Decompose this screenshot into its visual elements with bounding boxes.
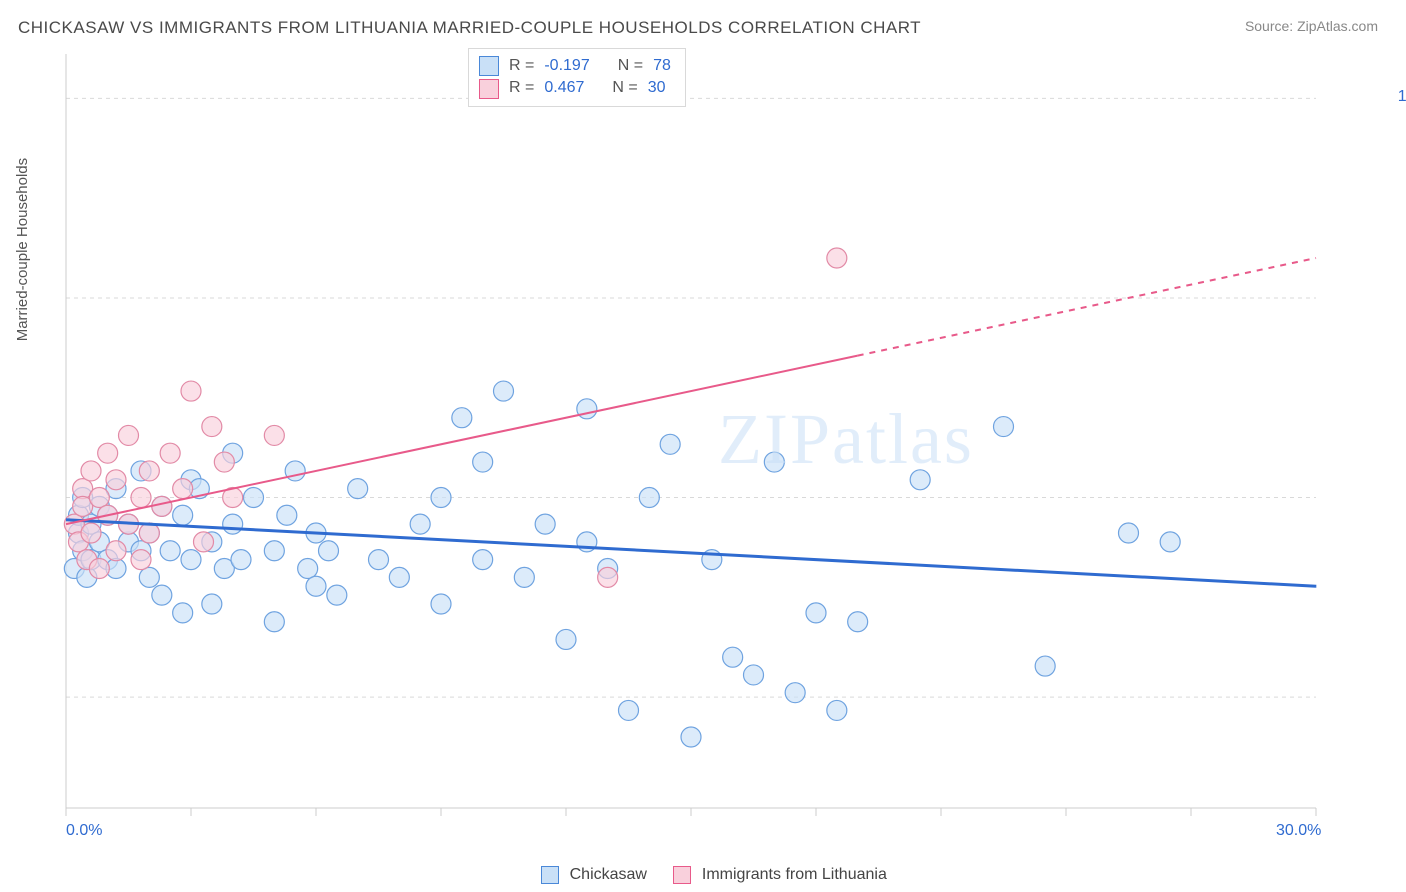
swatch-chickasaw [541,866,559,884]
stat-n-label: N = [612,77,637,99]
x-tick-label: 0.0% [66,822,102,840]
scatter-plot [18,48,1358,818]
x-tick-label: 30.0% [1276,822,1321,840]
series-legend: Chickasaw Immigrants from Lithuania [0,866,1406,884]
legend-label: Chickasaw [570,866,647,883]
y-tick-label: 100.0% [1398,88,1406,106]
stat-n-value: 30 [648,77,666,99]
legend-label: Immigrants from Lithuania [702,866,887,883]
stat-n-value: 78 [653,55,671,77]
swatch-lithuania [479,79,499,99]
chart-container: Married-couple Households R = -0.197 N =… [18,48,1388,818]
stat-r-value: 0.467 [544,77,584,99]
chart-title: CHICKASAW VS IMMIGRANTS FROM LITHUANIA M… [18,18,921,38]
source-label: Source: ZipAtlas.com [1245,18,1378,34]
legend-row: R = 0.467 N = 30 [479,77,671,99]
legend-row: R = -0.197 N = 78 [479,55,671,77]
stat-r-value: -0.197 [544,55,589,77]
correlation-legend: R = -0.197 N = 78 R = 0.467 N = 30 [468,48,686,107]
stat-r-label: R = [509,77,534,99]
y-axis-label: Married-couple Households [14,158,31,341]
swatch-chickasaw [479,56,499,76]
swatch-lithuania [673,866,691,884]
stat-n-label: N = [618,55,643,77]
stat-r-label: R = [509,55,534,77]
